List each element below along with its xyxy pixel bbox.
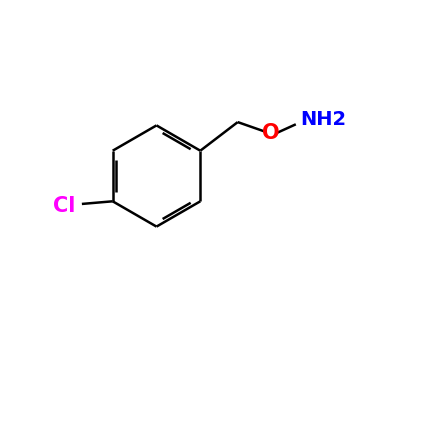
- Text: O: O: [262, 123, 279, 143]
- Text: NH2: NH2: [300, 110, 346, 129]
- Text: Cl: Cl: [53, 196, 75, 216]
